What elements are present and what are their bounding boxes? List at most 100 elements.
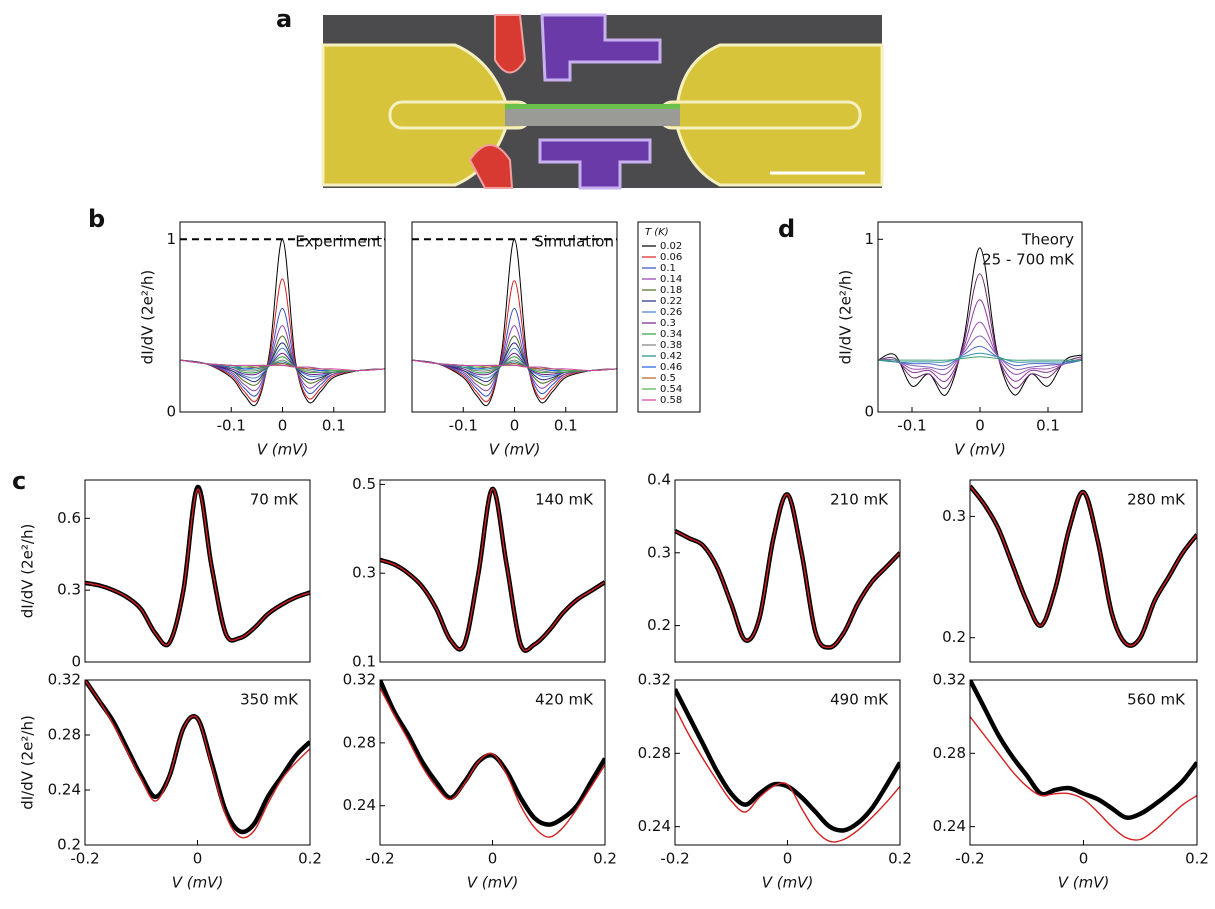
curve: [180, 239, 385, 405]
curve: [970, 486, 1197, 646]
panel-label: d: [778, 215, 795, 243]
plot-frame: [180, 222, 385, 412]
curve: [412, 326, 617, 391]
legend-label: 0.42: [660, 351, 682, 362]
x-tick-label: 0.2: [298, 850, 322, 868]
curve: [412, 348, 617, 378]
y-tick-label: 0.6: [57, 509, 81, 527]
panel-label: b: [88, 205, 105, 233]
annotation: Simulation: [534, 233, 614, 251]
curve: [380, 489, 605, 651]
panel-label: a: [276, 5, 292, 33]
curve: [970, 717, 1197, 840]
x-tick-label: 0: [193, 850, 203, 868]
legend-label: 0.02: [660, 241, 682, 252]
x-axis-label: V (mV): [1058, 874, 1110, 892]
curve: [380, 688, 605, 837]
curve: [85, 487, 310, 645]
y-tick-label: 0: [864, 403, 874, 421]
x-axis-label: V (mV): [172, 874, 224, 892]
curve: [180, 348, 385, 378]
watermark: RETRACTED ARTICLE: [1145, 209, 1215, 348]
plot-frame: [412, 222, 617, 412]
y-tick-label: 0.28: [48, 726, 81, 744]
y-tick-label: 0.2: [942, 628, 966, 646]
legend-label: 0.54: [660, 384, 682, 395]
figure: a b c d 01-0.100.1ExperimentV (mV)dI/dV …: [0, 0, 1215, 909]
annotation: 70 mK: [250, 491, 299, 509]
curve: [878, 248, 1082, 396]
curve: [675, 708, 900, 842]
legend-label: 0.18: [660, 285, 682, 296]
annotation: 140 mK: [535, 491, 594, 509]
legend-label: 0.5: [660, 373, 676, 384]
y-tick-label: 0.24: [48, 781, 81, 799]
y-axis-label: dI/dV (2e²/h): [19, 715, 37, 810]
x-tick-label: 0.2: [1185, 850, 1209, 868]
y-tick-label: 0.24: [638, 817, 671, 835]
page: {"figure": {"panel_labels": {"a": "a", "…: [0, 0, 1215, 909]
legend-label: 0.14: [660, 274, 682, 285]
legend-label: 0.26: [660, 307, 682, 318]
curve: [85, 489, 310, 645]
curve: [878, 300, 1082, 382]
annotation: Experiment: [295, 233, 382, 251]
x-axis-label: V (mV): [489, 441, 541, 459]
y-tick-label: 0.5: [352, 475, 376, 493]
x-tick-label: 0: [488, 850, 498, 868]
y-axis-label: dI/dV (2e²/h): [837, 270, 855, 365]
x-tick-label: 0: [783, 850, 793, 868]
curve: [878, 346, 1082, 365]
curve: [878, 353, 1082, 362]
x-tick-label: 0: [510, 417, 520, 435]
annotation: 280 mK: [1127, 491, 1186, 509]
y-tick-label: 0.32: [48, 671, 81, 689]
y-tick-label: 0.3: [647, 543, 671, 561]
x-tick-label: -0.1: [449, 417, 478, 435]
curve: [675, 494, 900, 647]
x-tick-label: 0: [975, 417, 985, 435]
y-tick-label: 0.2: [647, 616, 671, 634]
x-tick-label: -0.2: [70, 850, 99, 868]
curve: [412, 308, 617, 396]
y-tick-label: 0.24: [343, 796, 376, 814]
annotation: 350 mK: [240, 691, 299, 709]
curve: [380, 489, 605, 651]
y-tick-label: 0.3: [57, 581, 81, 599]
x-tick-label: 0: [1079, 850, 1089, 868]
y-tick-label: 0.28: [933, 744, 966, 762]
y-tick-label: 0: [71, 653, 81, 671]
legend-label: 0.38: [660, 340, 682, 351]
curve: [878, 357, 1082, 361]
curve: [180, 308, 385, 396]
annotation: 490 mK: [830, 691, 889, 709]
legend-label: 0.58: [660, 395, 682, 406]
curve: [412, 239, 617, 405]
annotation: 210 mK: [830, 491, 889, 509]
y-tick-label: 0.32: [933, 671, 966, 689]
annotation: Theory: [1021, 231, 1074, 249]
y-tick-label: 0: [166, 403, 176, 421]
sem-image: [323, 15, 882, 188]
x-tick-label: 0: [278, 417, 288, 435]
x-tick-label: -0.2: [955, 850, 984, 868]
curve: [412, 281, 617, 402]
legend-label: 0.46: [660, 362, 682, 373]
x-tick-label: 0.2: [888, 850, 912, 868]
y-tick-label: 1: [864, 230, 874, 248]
y-tick-label: 0.32: [343, 671, 376, 689]
y-tick-label: 0.4: [647, 471, 671, 489]
x-tick-label: -0.1: [217, 417, 246, 435]
y-tick-label: 1: [166, 230, 176, 248]
x-tick-label: -0.2: [660, 850, 689, 868]
y-tick-label: 0.28: [343, 733, 376, 751]
legend-title: T (K): [645, 227, 669, 238]
y-tick-label: 0.3: [352, 564, 376, 582]
annotation: 25 - 700 mK: [982, 251, 1075, 269]
legend-label: 0.22: [660, 296, 682, 307]
annotation: 560 mK: [1127, 691, 1186, 709]
x-tick-label: 0.1: [1036, 417, 1060, 435]
legend-label: 0.3: [660, 318, 676, 329]
curve: [970, 486, 1197, 646]
y-tick-label: 0.28: [638, 744, 671, 762]
